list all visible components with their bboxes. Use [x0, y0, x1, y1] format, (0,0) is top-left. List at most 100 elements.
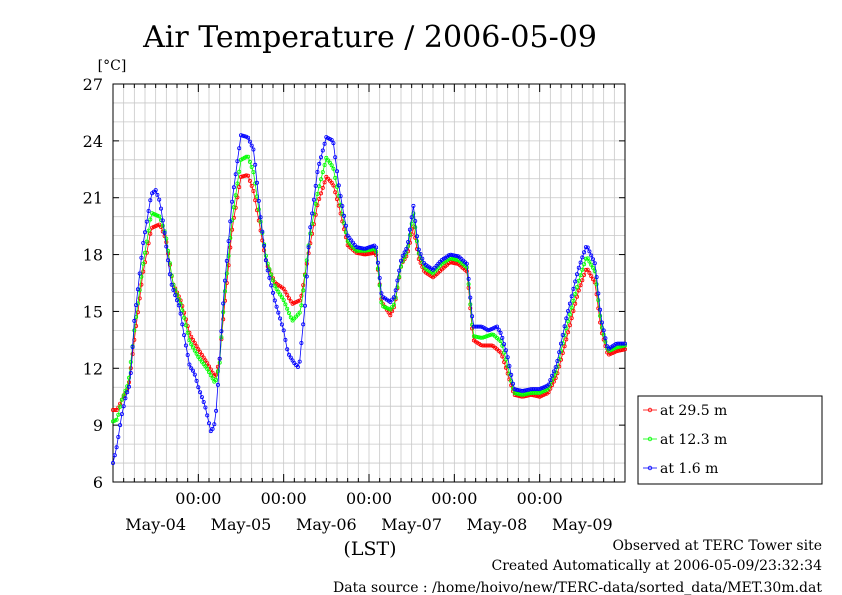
data-point [262, 243, 267, 248]
data-point [573, 291, 578, 296]
data-point [583, 245, 588, 250]
data-point [567, 301, 572, 306]
data-point [571, 308, 576, 313]
data-point [324, 155, 329, 160]
data-point [301, 283, 306, 288]
data-point [297, 310, 302, 315]
data-point [315, 191, 320, 196]
data-point [395, 278, 400, 283]
series-layer [111, 133, 628, 465]
data-point [148, 217, 153, 222]
data-point [118, 423, 123, 428]
data-point [130, 344, 135, 349]
data-point [358, 251, 363, 256]
data-point [162, 230, 167, 235]
data-point [119, 412, 124, 417]
data-point [233, 193, 238, 198]
data-point [253, 198, 258, 203]
data-point [121, 404, 126, 409]
data-point [322, 141, 327, 146]
data-point [576, 278, 581, 283]
data-point [521, 388, 526, 393]
data-point [418, 252, 423, 257]
data-point [518, 388, 523, 393]
data-point [601, 332, 606, 337]
data-point [310, 211, 315, 216]
data-point [210, 376, 215, 381]
data-point [203, 405, 208, 410]
data-point [448, 260, 453, 265]
data-point [247, 178, 252, 183]
data-point [251, 188, 256, 193]
data-point [222, 278, 227, 283]
data-point [281, 286, 286, 291]
data-point [525, 391, 530, 396]
data-point [406, 239, 411, 244]
data-point [201, 355, 206, 360]
data-point [566, 308, 571, 313]
data-point [228, 219, 233, 224]
data-point [414, 239, 419, 244]
data-point [272, 283, 277, 288]
data-point [144, 219, 149, 224]
data-point [623, 347, 628, 352]
data-point [334, 197, 339, 202]
data-point [231, 185, 236, 190]
data-point [231, 205, 236, 210]
data-point [198, 350, 203, 355]
data-point [123, 396, 128, 401]
data-point [221, 310, 226, 315]
data-point [135, 310, 140, 315]
data-point [160, 218, 165, 223]
data-point [224, 271, 229, 276]
data-point [516, 388, 521, 393]
data-point [244, 154, 249, 159]
data-point [258, 215, 263, 220]
data-point [592, 268, 597, 273]
legend-label: at 29.5 m [660, 403, 727, 419]
data-point [578, 273, 583, 278]
data-point [260, 229, 265, 234]
data-point [251, 147, 256, 152]
data-point [589, 274, 594, 279]
data-point [311, 197, 316, 202]
x-time-label: 00:00 [431, 489, 477, 508]
data-point [238, 133, 243, 138]
data-point [320, 185, 325, 190]
legend: at 29.5 m at 12.3 m at 1.6 m [637, 395, 823, 485]
data-point [404, 246, 409, 251]
data-point [263, 258, 268, 263]
data-point [279, 322, 284, 327]
data-point [468, 295, 473, 300]
data-point [247, 139, 252, 144]
data-point [592, 261, 597, 266]
data-point [416, 247, 421, 252]
data-point [446, 253, 451, 258]
data-point [393, 288, 398, 293]
data-point [286, 352, 291, 357]
data-point [185, 330, 190, 335]
data-point [571, 286, 576, 291]
data-point [582, 262, 587, 267]
data-point [118, 404, 123, 409]
data-point [585, 267, 590, 272]
data-point [230, 199, 235, 204]
data-point [601, 328, 606, 333]
data-point [363, 246, 368, 251]
data-point [343, 230, 348, 235]
data-point [194, 351, 199, 356]
data-point [468, 302, 473, 307]
footer-created: Created Automatically at 2006-05-09/23:3… [491, 558, 822, 574]
data-point [587, 259, 592, 264]
data-point [116, 412, 121, 417]
legend-box [637, 395, 823, 485]
x-date-label: May-08 [467, 515, 528, 534]
chart-title: Air Temperature / 2006-05-09 [142, 20, 597, 55]
data-point [397, 268, 402, 273]
data-point [614, 349, 619, 354]
data-point [509, 372, 514, 377]
data-point [237, 146, 242, 151]
data-point [125, 390, 130, 395]
y-tick-labels: 6 9 12 15 18 21 24 27 [83, 75, 103, 492]
data-point [208, 373, 213, 378]
